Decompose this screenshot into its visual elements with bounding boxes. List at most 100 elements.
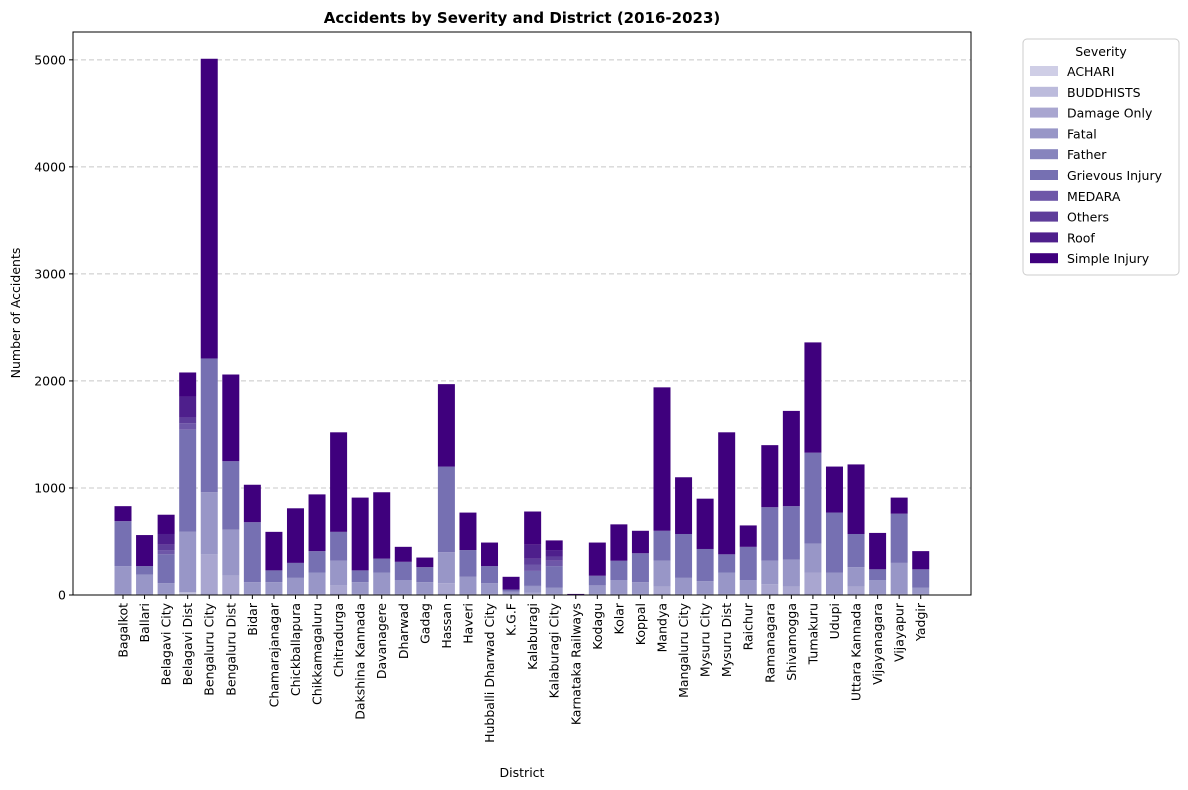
bar-segment bbox=[243, 522, 261, 583]
legend-label: ACHARI bbox=[1067, 64, 1114, 79]
x-tick-label: Chickballapura bbox=[288, 603, 303, 696]
bar-segment bbox=[502, 591, 520, 594]
bar-segment bbox=[631, 530, 649, 554]
bar-segment bbox=[265, 531, 283, 571]
bar-segment bbox=[631, 593, 649, 595]
bar-segment bbox=[653, 586, 671, 595]
bar-segment bbox=[545, 550, 563, 557]
bar-segment bbox=[761, 584, 779, 595]
x-tick-label: Dakshina Kannada bbox=[353, 603, 368, 720]
bar-segment bbox=[114, 566, 132, 594]
bar-segment bbox=[459, 512, 477, 551]
x-tick-label: Kodagu bbox=[590, 603, 605, 650]
bar-segment bbox=[890, 593, 908, 595]
legend-label: Simple Injury bbox=[1067, 251, 1150, 266]
bar-segment bbox=[675, 593, 693, 595]
bar-segment bbox=[610, 560, 628, 581]
chart-title: Accidents by Severity and District (2016… bbox=[324, 9, 721, 27]
x-tick-label: Bengaluru Dist bbox=[223, 603, 238, 696]
bar-segment bbox=[739, 525, 757, 547]
bar-segment bbox=[200, 492, 218, 555]
bar-segment bbox=[330, 531, 348, 561]
bar-segment bbox=[351, 593, 369, 595]
bar-segment bbox=[696, 548, 714, 582]
bar-segment bbox=[718, 572, 736, 594]
bar-segment bbox=[179, 423, 197, 430]
bar-segment bbox=[847, 586, 865, 595]
bar-segment bbox=[588, 593, 606, 595]
bar-segment bbox=[545, 593, 563, 595]
bar-segment bbox=[588, 542, 606, 576]
x-tick-label: Mangaluru City bbox=[676, 602, 691, 697]
bar-segment bbox=[524, 593, 542, 595]
legend-label: Grievous Injury bbox=[1067, 168, 1163, 183]
bar-segment bbox=[847, 464, 865, 534]
x-tick-label: Chitradurga bbox=[331, 603, 346, 677]
bar-segment bbox=[157, 593, 175, 595]
legend-swatch bbox=[1030, 253, 1058, 264]
legend-label: Fatal bbox=[1067, 126, 1097, 141]
bar-segment bbox=[265, 582, 283, 594]
y-axis: 0 1000 2000 3000 4000 5000 bbox=[34, 52, 73, 603]
x-tick-label: Belagavi Dist bbox=[180, 603, 195, 685]
bar-segment bbox=[351, 570, 369, 583]
bar-segment bbox=[265, 593, 283, 595]
bar-segment bbox=[588, 575, 606, 586]
x-tick-label: Yadgir bbox=[913, 602, 928, 642]
bar-segment bbox=[351, 497, 369, 571]
bar-segment bbox=[157, 550, 175, 555]
bar-segment bbox=[739, 546, 757, 581]
bar-segment bbox=[804, 572, 822, 595]
bar-segment bbox=[825, 512, 843, 573]
bar-segment bbox=[610, 593, 628, 595]
plot-frame bbox=[72, 31, 972, 596]
bar-segment bbox=[912, 593, 930, 595]
bar-segment bbox=[179, 417, 197, 424]
x-tick-label: Gadag bbox=[417, 603, 432, 644]
bar-segment bbox=[804, 452, 822, 544]
x-tick-label: Mysuru City bbox=[698, 602, 713, 677]
bar-segment bbox=[675, 477, 693, 534]
bar-segment bbox=[869, 593, 887, 595]
bar-segment bbox=[631, 582, 649, 594]
x-tick-label: Tumakuru bbox=[805, 603, 820, 665]
bar-segment bbox=[200, 358, 218, 493]
bar-segment bbox=[394, 546, 412, 562]
bar-segment bbox=[114, 521, 132, 567]
legend-label: MEDARA bbox=[1067, 189, 1121, 204]
bar-segment bbox=[394, 561, 412, 581]
bar-segment bbox=[416, 582, 434, 594]
bar-segment bbox=[459, 550, 477, 577]
x-tick-label: Mysuru Dist bbox=[719, 603, 734, 677]
bar-segment bbox=[890, 513, 908, 563]
bar-segment bbox=[179, 396, 197, 418]
bar-segment bbox=[157, 544, 175, 551]
x-tick-label: Bagalkot bbox=[116, 603, 131, 658]
bar-segment bbox=[761, 560, 779, 585]
bar-segment bbox=[179, 372, 197, 397]
bar-segment bbox=[308, 551, 326, 573]
bar-segment bbox=[524, 586, 542, 593]
bar-segment bbox=[459, 593, 477, 595]
bar-segment bbox=[761, 445, 779, 508]
bar-segment bbox=[394, 580, 412, 594]
legend-items: ACHARI BUDDHISTS Damage Only Fatal Father Gri… bbox=[1030, 64, 1163, 266]
bar-segment bbox=[718, 593, 736, 595]
bar-segment bbox=[524, 585, 542, 587]
bar-segment bbox=[653, 560, 671, 587]
bar-segment bbox=[222, 575, 240, 595]
x-tick-label: Bengaluru City bbox=[202, 602, 217, 695]
bar-segment bbox=[373, 572, 391, 594]
bar-segment bbox=[243, 593, 261, 595]
bar-segment bbox=[825, 593, 843, 595]
bar-segment bbox=[653, 387, 671, 531]
bar-segment bbox=[373, 593, 391, 595]
bar-segment bbox=[373, 492, 391, 559]
bar-segment bbox=[200, 58, 218, 359]
bar-segment bbox=[157, 514, 175, 534]
bar-segment bbox=[502, 589, 520, 592]
x-tick-label: Chamarajanagar bbox=[266, 602, 281, 707]
bar-segment bbox=[330, 432, 348, 532]
bar-segment bbox=[653, 530, 671, 561]
x-tick-label: Ramanagara bbox=[762, 603, 777, 683]
